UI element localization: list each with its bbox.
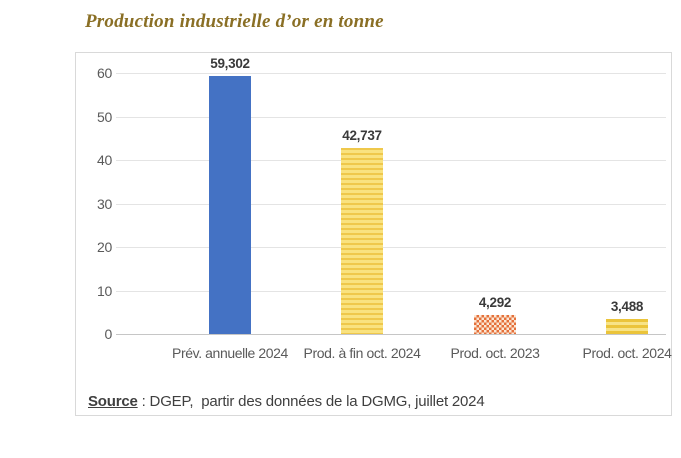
x-axis-category-label: Prod. oct. 2024 — [582, 345, 672, 361]
chart-container: 0 10 20 30 40 50 60 59,302 Prév. annuelle 2024 42… — [75, 52, 672, 416]
gridline — [116, 247, 666, 248]
source-label: Source — [88, 393, 138, 410]
bar-bold-yellow-stripes — [606, 319, 648, 334]
gridline — [116, 73, 666, 74]
y-axis-tick-label: 10 — [97, 283, 112, 299]
bar-value-label: 42,737 — [342, 128, 382, 143]
gridline — [116, 117, 666, 118]
x-axis-category-label: Prod. oct. 2023 — [450, 345, 540, 361]
x-axis-category-label: Prod. à fin oct. 2024 — [303, 345, 421, 361]
source-text: : DGEP, partir des données de la DGMG, j… — [137, 393, 485, 410]
gridline — [116, 291, 666, 292]
bar-value-label: 59,302 — [210, 56, 250, 71]
gridline — [116, 204, 666, 205]
source-note: Source : DGEP, partir des données de la … — [88, 393, 485, 410]
y-axis-tick-label: 0 — [104, 326, 113, 342]
bar-orange-checker — [474, 315, 516, 334]
chart-title: Production industrielle d’or en tonne — [85, 11, 384, 32]
y-axis-tick-label: 30 — [97, 196, 112, 212]
x-axis-baseline — [116, 334, 666, 335]
y-axis-tick-label: 50 — [97, 109, 112, 125]
bar-value-label: 4,292 — [478, 295, 512, 310]
y-axis-tick-label: 40 — [97, 152, 112, 168]
x-axis-category-label: Prév. annuelle 2024 — [172, 345, 288, 361]
y-axis-tick-label: 20 — [97, 239, 112, 255]
bar-value-label: 3,488 — [610, 299, 644, 314]
bar-solid-blue — [209, 76, 251, 334]
y-axis-tick-label: 60 — [97, 65, 112, 81]
bar-fine-yellow-stripes — [341, 148, 383, 334]
gridline — [116, 160, 666, 161]
